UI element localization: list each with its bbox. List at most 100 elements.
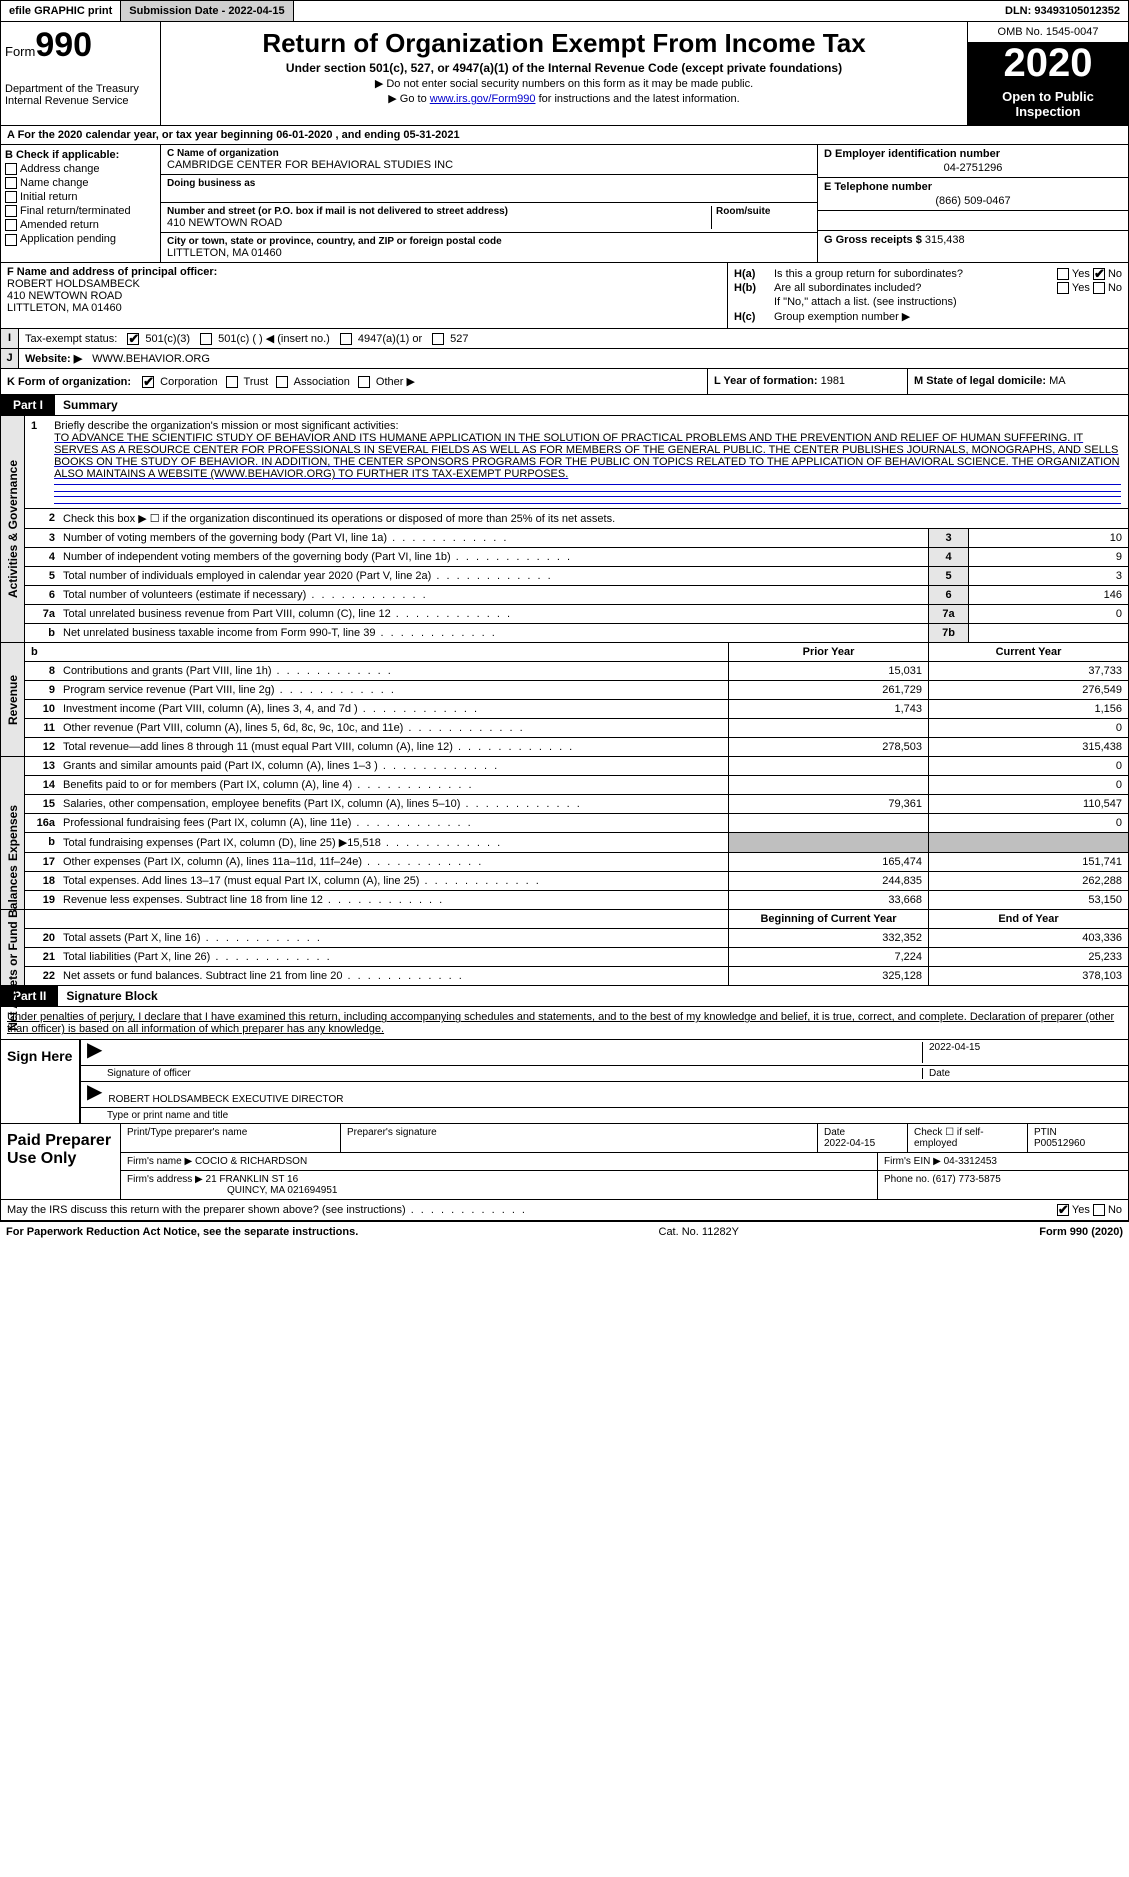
k-opt-chk[interactable] — [358, 376, 370, 388]
cell-k: K Form of organization: Corporation Trus… — [1, 369, 708, 394]
no-lbl2: No — [1108, 282, 1122, 294]
part1-header: Part I Summary — [0, 395, 1129, 416]
prep-lbl: Paid Preparer Use Only — [1, 1124, 121, 1199]
k-lbl: K Form of organization: — [7, 376, 131, 388]
open-to-public: Open to Public Inspection — [968, 83, 1128, 125]
ha-no-chk[interactable] — [1093, 268, 1105, 280]
discuss-yes: Yes — [1072, 1204, 1090, 1216]
prep-h1: Print/Type preparer's name — [121, 1124, 341, 1152]
k-opt-chk[interactable] — [226, 376, 238, 388]
prep-h5v: P00512960 — [1034, 1138, 1085, 1149]
block-bcd: B Check if applicable: Address changeNam… — [0, 145, 1129, 263]
colb-chk[interactable] — [5, 191, 17, 203]
col-h: H(a) Is this a group return for subordin… — [728, 263, 1128, 328]
firm: COCIO & RICHARDSON — [195, 1156, 307, 1167]
dln: DLN: 93493105012352 — [997, 1, 1128, 21]
form-header: Form990 Department of the Treasury Inter… — [0, 22, 1129, 126]
hc-txt: Group exemption number ▶ — [774, 310, 1122, 323]
firm-addr2: QUINCY, MA 021694951 — [227, 1185, 337, 1196]
cell-m: M State of legal domicile: MA — [908, 369, 1128, 394]
mission-row: 1 Briefly describe the organization's mi… — [25, 416, 1128, 509]
gov-line: 6Total number of volunteers (estimate if… — [25, 586, 1128, 605]
colb-chk[interactable] — [5, 205, 17, 217]
hc-lbl: H(c) — [734, 311, 774, 323]
part1-title: Summary — [55, 395, 126, 415]
501c-chk[interactable] — [200, 333, 212, 345]
data-line: 19Revenue less expenses. Subtract line 1… — [25, 891, 1128, 909]
data-line: 14Benefits paid to or for members (Part … — [25, 776, 1128, 795]
colb-chk[interactable] — [5, 177, 17, 189]
colb-chk[interactable] — [5, 219, 17, 231]
527-lbl: 527 — [450, 333, 468, 345]
k-opt-chk[interactable] — [142, 376, 154, 388]
i-tag: I — [1, 329, 19, 348]
data-line: bTotal fundraising expenses (Part IX, co… — [25, 833, 1128, 853]
yes-lbl: Yes — [1072, 268, 1090, 280]
data-line: 8Contributions and grants (Part VIII, li… — [25, 662, 1128, 681]
colb-item: Name change — [5, 177, 156, 189]
m-val: MA — [1049, 375, 1066, 387]
discuss-yes-chk[interactable] — [1057, 1204, 1069, 1216]
footer-mid: Cat. No. 11282Y — [358, 1226, 1039, 1238]
gross-cell: G Gross receipts $ 315,438 — [818, 231, 1128, 249]
discuss-no: No — [1108, 1204, 1122, 1216]
discuss-no-chk[interactable] — [1093, 1204, 1105, 1216]
mission-lbl: Briefly describe the organization's miss… — [54, 420, 398, 432]
colb-item: Initial return — [5, 191, 156, 203]
spacer-cell — [818, 211, 1128, 231]
officer-addr2: LITTLETON, MA 01460 — [7, 302, 721, 314]
hb-yes-chk[interactable] — [1057, 282, 1069, 294]
city-cell: City or town, state or province, country… — [161, 233, 817, 262]
hb-no-chk[interactable] — [1093, 282, 1105, 294]
sig-name-lbl: Type or print name and title — [107, 1110, 1122, 1121]
m-lbl: M State of legal domicile: — [914, 375, 1046, 387]
room-lbl: Room/suite — [716, 206, 811, 217]
data-line: 9Program service revenue (Part VIII, lin… — [25, 681, 1128, 700]
row-j: J Website: ▶ WWW.BEHAVIOR.ORG — [0, 349, 1129, 369]
yes-lbl2: Yes — [1072, 282, 1090, 294]
row-klm: K Form of organization: Corporation Trus… — [0, 369, 1129, 395]
website-lbl: Website: ▶ — [25, 352, 82, 365]
data-line: 15Salaries, other compensation, employee… — [25, 795, 1128, 814]
sig-officer-lbl: Signature of officer — [107, 1068, 922, 1079]
k-opt-chk[interactable] — [276, 376, 288, 388]
discuss-txt: May the IRS discuss this return with the… — [7, 1204, 527, 1216]
tel-lbl: E Telephone number — [824, 181, 1122, 193]
mission-num: 1 — [31, 420, 51, 432]
ein-lbl: D Employer identification number — [824, 148, 1122, 160]
gov-line: bNet unrelated business taxable income f… — [25, 624, 1128, 642]
gross: 315,438 — [925, 234, 965, 246]
irs-link[interactable]: www.irs.gov/Form990 — [430, 93, 536, 105]
prep-h2: Preparer's signature — [341, 1124, 818, 1152]
org-name-cell: C Name of organization CAMBRIDGE CENTER … — [161, 145, 817, 175]
sig-name: ROBERT HOLDSAMBECK EXECUTIVE DIRECTOR — [108, 1084, 1122, 1105]
net-side-label: Net Assets or Fund Balances — [1, 910, 25, 985]
527-chk[interactable] — [432, 333, 444, 345]
header-right: OMB No. 1545-0047 2020 Open to Public In… — [968, 22, 1128, 125]
4947-chk[interactable] — [340, 333, 352, 345]
form-subtitle: Under section 501(c), 527, or 4947(a)(1)… — [167, 61, 961, 75]
col-d: D Employer identification number 04-2751… — [818, 145, 1128, 262]
data-line: 18Total expenses. Add lines 13–17 (must … — [25, 872, 1128, 891]
form-title-block: Return of Organization Exempt From Incom… — [161, 22, 968, 125]
firm-ein-lbl: Firm's EIN ▶ — [884, 1156, 941, 1167]
hb-txt: Are all subordinates included? — [774, 282, 1057, 294]
ha-yes-chk[interactable] — [1057, 268, 1069, 280]
colb-chk[interactable] — [5, 234, 17, 246]
colb-chk[interactable] — [5, 163, 17, 175]
dba-lbl: Doing business as — [167, 178, 811, 189]
col-f: F Name and address of principal officer:… — [1, 263, 728, 328]
data-line: 22Net assets or fund balances. Subtract … — [25, 967, 1128, 985]
gov-line: 4Number of independent voting members of… — [25, 548, 1128, 567]
form-title: Return of Organization Exempt From Incom… — [167, 28, 961, 59]
rev-side-label: Revenue — [1, 643, 25, 756]
gov-line: 5Total number of individuals employed in… — [25, 567, 1128, 586]
501c3-chk[interactable] — [127, 333, 139, 345]
row-a-period: A For the 2020 calendar year, or tax yea… — [0, 126, 1129, 145]
net-section: Net Assets or Fund Balances Beginning of… — [0, 910, 1129, 986]
officer-lbl: F Name and address of principal officer: — [7, 266, 721, 278]
j-tag: J — [1, 349, 19, 368]
omb-number: OMB No. 1545-0047 — [968, 22, 1128, 43]
dept-label: Department of the Treasury Internal Reve… — [5, 83, 156, 107]
tax-status-lbl: Tax-exempt status: — [25, 333, 117, 345]
